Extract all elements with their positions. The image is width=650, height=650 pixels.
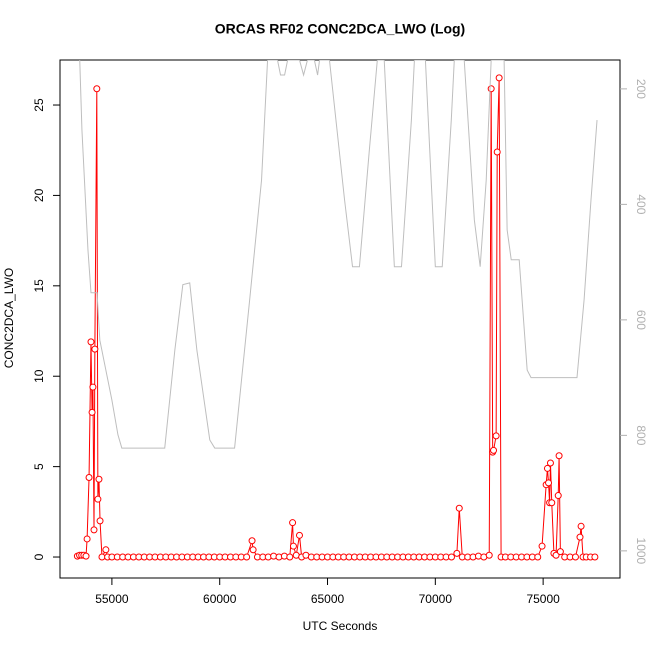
x-tick-label: 55000: [95, 592, 129, 606]
data-point: [490, 446, 498, 454]
data-point: [94, 495, 102, 503]
data-point: [571, 553, 579, 561]
data-line: [79, 60, 598, 449]
y-tick-label: 20: [32, 188, 46, 202]
data-point: [455, 504, 463, 512]
y-tick-label: 0: [32, 553, 46, 560]
data-point: [538, 542, 546, 550]
data-point: [249, 546, 257, 554]
y2-tick-label: 800: [634, 425, 648, 445]
x-tick-label: 70000: [419, 592, 453, 606]
data-point: [93, 85, 101, 93]
data-point: [102, 546, 110, 554]
y-tick-label: 25: [32, 98, 46, 112]
data-point: [552, 551, 560, 559]
data-point: [289, 519, 297, 527]
data-point: [85, 473, 93, 481]
y2-tick-label: 200: [634, 79, 648, 99]
data-point: [543, 464, 551, 472]
x-tick-label: 75000: [526, 592, 560, 606]
data-point: [577, 522, 585, 530]
data-point: [82, 552, 90, 560]
data-point: [96, 517, 104, 525]
data-point: [534, 553, 542, 561]
data-point: [95, 475, 103, 483]
data-point: [453, 549, 461, 557]
data-point: [548, 499, 556, 507]
y-tick-label: 5: [32, 463, 46, 470]
data-point: [89, 383, 97, 391]
data-point: [289, 542, 297, 550]
data-point: [98, 553, 106, 561]
data-point: [495, 74, 503, 82]
data-point: [90, 526, 98, 534]
y2-tick-label: 1000: [634, 538, 648, 565]
data-point: [295, 531, 303, 539]
data-point: [554, 492, 562, 500]
data-point: [545, 479, 553, 487]
data-point: [83, 535, 91, 543]
y-tick-label: 10: [32, 369, 46, 383]
data-point: [492, 432, 500, 440]
data-point: [243, 553, 251, 561]
data-point: [88, 408, 96, 416]
y2-tick-label: 400: [634, 194, 648, 214]
data-point: [87, 338, 95, 346]
y2-tick-label: 600: [634, 310, 648, 330]
data-point: [555, 452, 563, 460]
data-point: [546, 459, 554, 467]
y-axis-label: CONC2DCA_LWO: [2, 268, 16, 368]
chart-title: ORCAS RF02 CONC2DCA_LWO (Log): [215, 21, 465, 37]
x-tick-label: 60000: [203, 592, 237, 606]
plot-area: [73, 60, 599, 561]
data-point: [91, 345, 99, 353]
data-point: [576, 533, 584, 541]
plot-frame: [59, 59, 621, 579]
data-point: [286, 553, 294, 561]
data-point: [487, 85, 495, 93]
data-point: [248, 537, 256, 545]
data-line: [77, 77, 595, 559]
data-point: [485, 551, 493, 559]
y-tick-label: 15: [32, 279, 46, 293]
data-point: [493, 148, 501, 156]
data-point: [591, 553, 599, 561]
data-point: [447, 553, 455, 561]
x-axis-label: UTC Seconds: [303, 619, 378, 633]
x-tick-label: 65000: [311, 592, 345, 606]
data-point: [556, 548, 564, 556]
